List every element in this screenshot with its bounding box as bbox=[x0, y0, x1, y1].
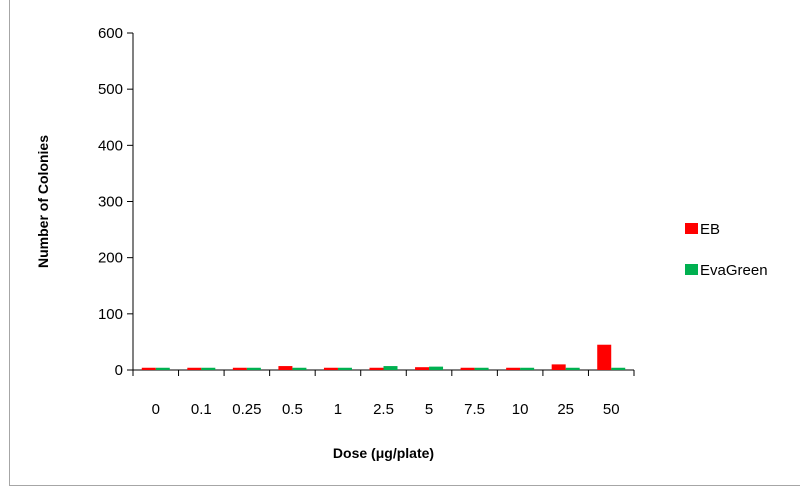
bar-eb-7.5 bbox=[460, 367, 475, 370]
bar-eb-0 bbox=[141, 367, 156, 370]
legend-item-eb: EB bbox=[685, 221, 720, 238]
bar-evagreen-10 bbox=[520, 367, 535, 370]
x-axis-label: Dose (μg/plate) bbox=[333, 445, 434, 461]
bar-eb-0.25 bbox=[232, 367, 247, 370]
bar-eb-25 bbox=[551, 364, 566, 370]
legend-swatch bbox=[685, 223, 698, 234]
x-tick-label: 0.5 bbox=[282, 401, 303, 418]
legend-item-evagreen: EvaGreen bbox=[685, 262, 768, 279]
bar-evagreen-1 bbox=[337, 367, 352, 370]
y-tick-label: 500 bbox=[98, 81, 123, 98]
x-tick-label: 5 bbox=[425, 401, 433, 418]
bar-evagreen-0.25 bbox=[246, 367, 261, 370]
x-tick-label: 7.5 bbox=[464, 401, 485, 418]
y-axis-label: Number of Colonies bbox=[35, 135, 51, 268]
bar-evagreen-7.5 bbox=[474, 367, 489, 370]
x-tick-label: 0 bbox=[152, 401, 160, 418]
bar-eb-1 bbox=[323, 367, 338, 370]
y-tick-label: 200 bbox=[98, 250, 123, 267]
bar-eb-0.1 bbox=[187, 367, 202, 370]
legend-label: EB bbox=[700, 221, 720, 238]
bar-eb-2.5 bbox=[369, 367, 384, 370]
y-axis: 0 100 200 300 400 500 600 bbox=[98, 25, 134, 379]
y-tick-label: 100 bbox=[98, 306, 123, 323]
bar-evagreen-2.5 bbox=[383, 366, 398, 370]
bars bbox=[141, 344, 626, 370]
bar-chart: 0 100 200 300 400 500 600 0 0.1 0.25 0.5 1 2.5 5 7.5 1… bbox=[35, 25, 768, 461]
legend: EB EvaGreen bbox=[685, 221, 768, 279]
y-tick-label: 0 bbox=[115, 362, 123, 379]
x-tick-label: 50 bbox=[603, 401, 620, 418]
x-axis: 0 0.1 0.25 0.5 1 2.5 5 7.5 10 25 50 bbox=[132, 369, 635, 418]
legend-swatch bbox=[685, 264, 698, 275]
x-tick-label: 2.5 bbox=[373, 401, 394, 418]
y-tick-label: 300 bbox=[98, 194, 123, 211]
bar-eb-50 bbox=[597, 344, 612, 370]
chart-frame: 0 100 200 300 400 500 600 0 0.1 0.25 0.5 1 2.5 5 7.5 1… bbox=[9, 0, 800, 486]
x-tick-label: 10 bbox=[512, 401, 529, 418]
bar-evagreen-5 bbox=[429, 366, 444, 370]
x-tick-label: 0.25 bbox=[232, 401, 261, 418]
y-tick-label: 400 bbox=[98, 137, 123, 154]
bar-eb-10 bbox=[506, 367, 521, 370]
bar-eb-5 bbox=[415, 367, 430, 370]
legend-label: EvaGreen bbox=[700, 262, 768, 279]
bar-eb-0.5 bbox=[278, 366, 293, 370]
y-tick-label: 600 bbox=[98, 25, 123, 42]
bar-evagreen-0.5 bbox=[292, 367, 307, 370]
x-tick-label: 25 bbox=[557, 401, 574, 418]
bar-evagreen-0.1 bbox=[201, 367, 216, 370]
x-tick-label: 0.1 bbox=[191, 401, 212, 418]
x-tick-label: 1 bbox=[334, 401, 342, 418]
bar-evagreen-25 bbox=[565, 367, 580, 370]
bar-evagreen-0 bbox=[155, 367, 170, 370]
bar-evagreen-50 bbox=[611, 367, 626, 370]
